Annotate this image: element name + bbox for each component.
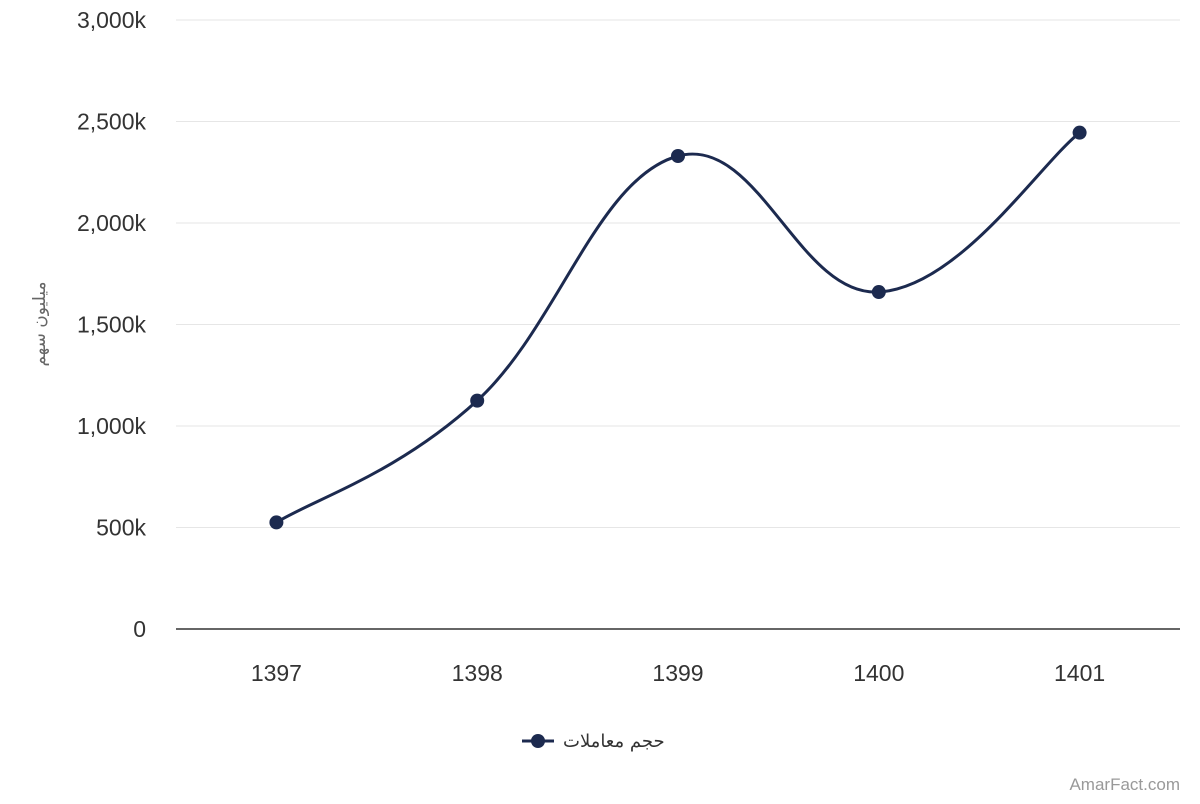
grid-lines xyxy=(176,19,1180,528)
data-point-marker[interactable] xyxy=(1072,125,1087,140)
y-tick-label: 3,000k xyxy=(77,7,147,33)
data-point-marker[interactable] xyxy=(871,285,886,300)
legend[interactable]: حجم معاملات xyxy=(522,731,665,752)
legend-marker-icon xyxy=(531,734,545,748)
x-tick-label: 1398 xyxy=(452,660,503,686)
data-point-marker[interactable] xyxy=(470,393,485,408)
y-axis-title: میلیون سهم xyxy=(30,281,50,366)
y-tick-label: 1,500k xyxy=(77,312,147,338)
data-point-marker[interactable] xyxy=(269,515,284,530)
x-axis-tick-labels: 1397 1398 1399 1400 1401 xyxy=(251,660,1105,686)
legend-series-label: حجم معاملات xyxy=(563,731,665,752)
series-line xyxy=(274,131,1082,524)
data-point-marker[interactable] xyxy=(671,149,685,164)
credit-text[interactable]: AmarFact.com xyxy=(1069,775,1180,794)
y-axis-tick-labels: 0 500k 1,000k 1,500k 2,000k 2,500k 3,000k xyxy=(77,7,147,642)
y-tick-label: 2,000k xyxy=(77,210,147,236)
x-tick-label: 1401 xyxy=(1054,660,1105,686)
y-tick-label: 2,500k xyxy=(77,109,147,135)
x-tick-label: 1400 xyxy=(853,660,904,686)
x-tick-label: 1397 xyxy=(251,660,302,686)
y-tick-label: 0 xyxy=(133,616,146,642)
x-tick-label: 1399 xyxy=(652,660,703,686)
y-tick-label: 1,000k xyxy=(77,413,147,439)
y-tick-label: 500k xyxy=(96,515,146,541)
series-layer xyxy=(269,125,1087,530)
